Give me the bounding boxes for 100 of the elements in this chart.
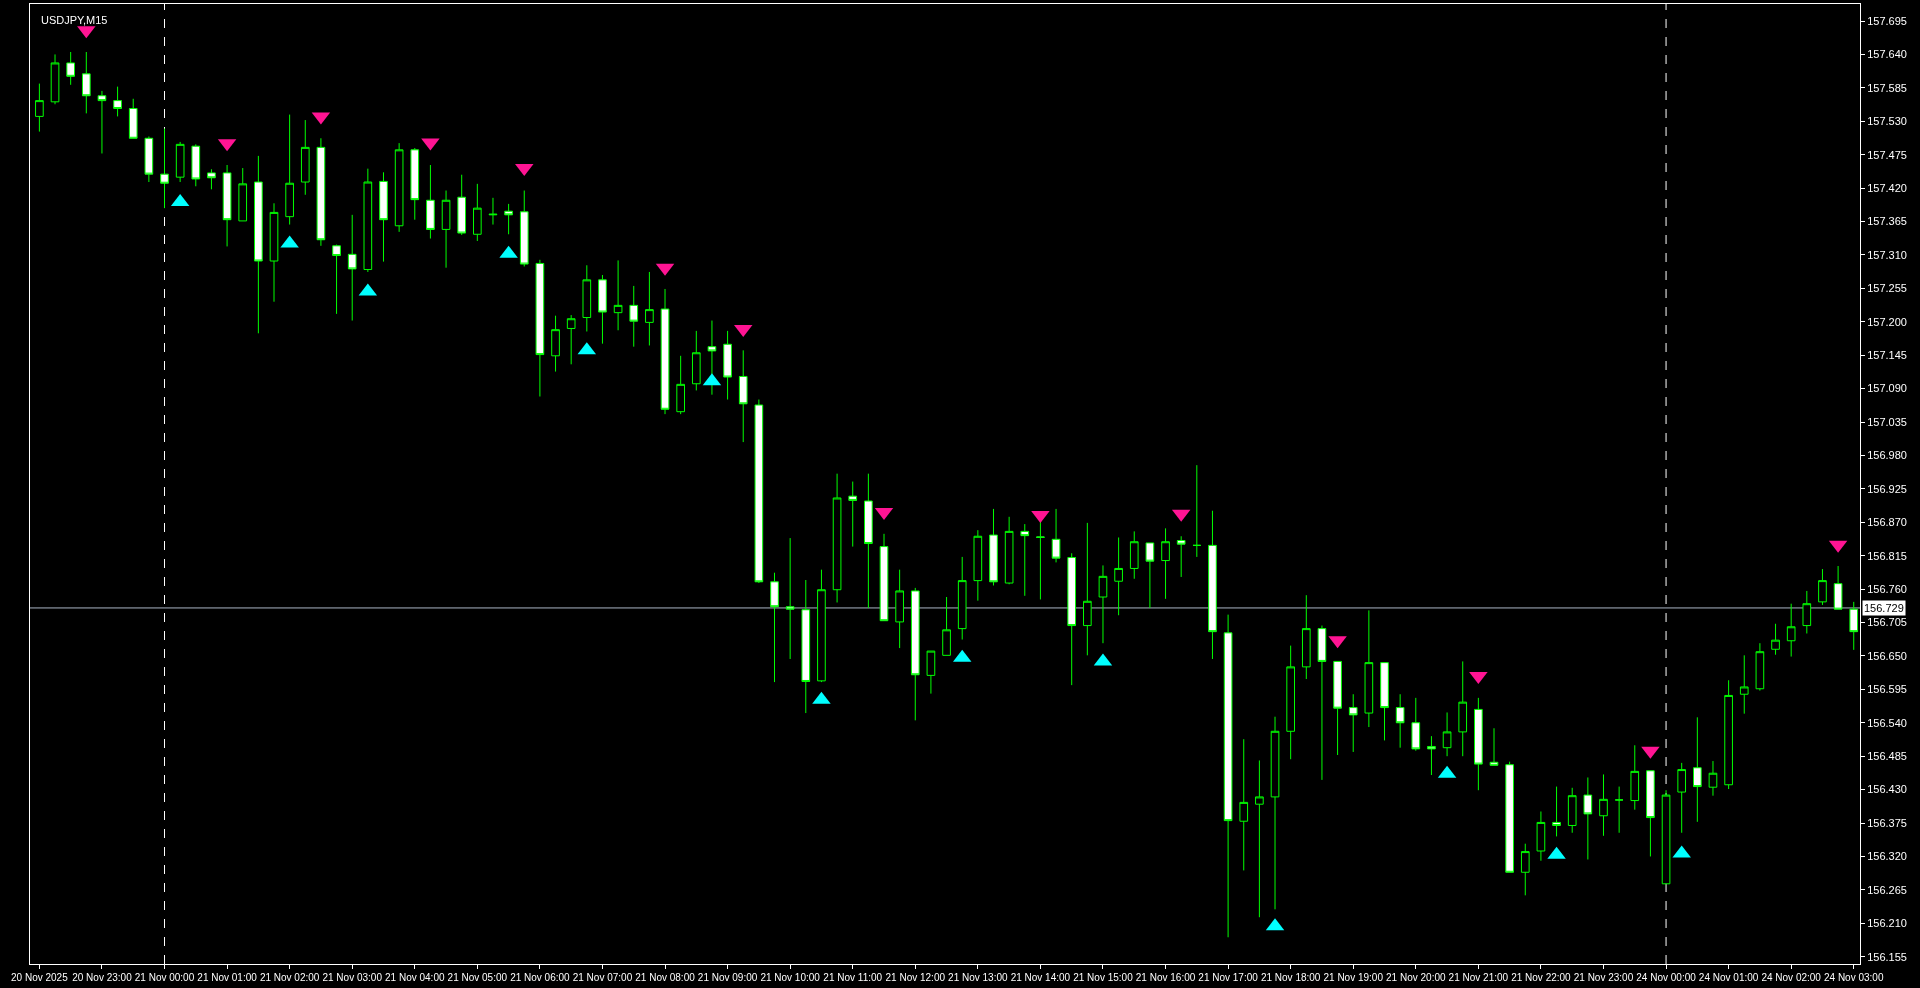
candlestick [519, 190, 529, 267]
y-tick-label: 156.320 [1867, 850, 1907, 863]
candlestick [1661, 789, 1671, 885]
candlestick [488, 197, 498, 226]
candlestick [300, 119, 310, 196]
candlestick [285, 114, 294, 226]
x-tick-label: 21 Nov 02:00 [259, 972, 320, 983]
y-tick-label: 157.145 [1867, 349, 1907, 362]
candlestick [598, 274, 607, 345]
candlestick [347, 214, 357, 322]
candlestick [144, 135, 154, 183]
candlestick [426, 164, 435, 240]
y-tick-label: 156.705 [1867, 616, 1907, 629]
y-tick-label: 157.695 [1867, 14, 1907, 27]
candlestick [989, 508, 998, 586]
candlestick [1442, 711, 1452, 757]
candlestick [1348, 693, 1358, 753]
candlestick [1255, 759, 1264, 918]
candlestick [660, 288, 670, 415]
candlestick [1317, 625, 1327, 781]
candlestick [254, 155, 263, 334]
x-tick-label: 21 Nov 04:00 [385, 972, 445, 983]
candlestick [770, 572, 779, 683]
candlestick [1161, 527, 1170, 600]
candlestick [1286, 645, 1295, 760]
x-tick-label: 21 Nov 11:00 [823, 972, 883, 983]
candlestick [864, 473, 873, 609]
y-tick-label: 156.925 [1867, 482, 1907, 495]
candlestick [1739, 654, 1749, 715]
candlestick [1818, 568, 1827, 606]
candlestick [394, 142, 404, 233]
y-tick-label: 156.210 [1867, 917, 1907, 930]
x-tick-label: 21 Nov 22:00 [1511, 972, 1572, 983]
candlestick [113, 86, 122, 117]
candlestick [1114, 536, 1123, 616]
candlestick [1301, 594, 1311, 680]
candlestick [316, 137, 326, 247]
x-tick-label: 21 Nov 06:00 [510, 972, 571, 983]
candlestick [566, 314, 576, 365]
candlestick [1458, 660, 1468, 757]
y-tick-label: 157.255 [1867, 282, 1907, 295]
ref-line-label: 156.729 [1864, 602, 1904, 614]
candlestick [973, 529, 983, 602]
candlestick [645, 271, 654, 346]
candlestick [473, 183, 482, 242]
candlestick [66, 51, 75, 86]
candlestick [1083, 522, 1092, 656]
candlestick [238, 167, 248, 222]
y-tick-label: 157.035 [1867, 415, 1907, 428]
y-tick-label: 156.375 [1867, 816, 1907, 829]
candlestick [738, 349, 748, 443]
candlestick [848, 481, 858, 548]
y-tick-label: 157.365 [1867, 215, 1907, 228]
candlestick [942, 596, 951, 656]
candlestick [1474, 697, 1483, 791]
candlestick [410, 147, 420, 221]
candlestick [1208, 510, 1217, 660]
candlestick [363, 168, 373, 273]
x-tick-label: 21 Nov 17:00 [1198, 972, 1259, 983]
candlestick [269, 202, 279, 303]
candlestick [1833, 565, 1843, 610]
candlestick [1067, 552, 1077, 686]
candlestick [1693, 716, 1702, 823]
candlestick [1786, 603, 1796, 658]
y-tick-label: 156.980 [1867, 449, 1907, 462]
y-tick-label: 156.815 [1867, 549, 1907, 562]
y-tick-label: 157.090 [1867, 382, 1907, 395]
x-tick-label: 24 Nov 02:00 [1761, 972, 1822, 983]
candlestick [191, 143, 201, 187]
candlestick [1176, 535, 1186, 578]
candlestick [35, 83, 44, 133]
candlestick [175, 141, 185, 183]
candlestick [1724, 679, 1733, 790]
candlestick [81, 51, 91, 114]
candlestick [1098, 564, 1108, 644]
candlestick [1505, 761, 1514, 873]
candlestick [1333, 660, 1342, 756]
candlestick [50, 53, 60, 105]
y-tick-label: 156.870 [1867, 516, 1907, 529]
candlestick [1411, 697, 1421, 752]
x-tick-label: 21 Nov 18:00 [1260, 972, 1321, 983]
y-tick-label: 157.475 [1867, 148, 1907, 161]
y-tick-label: 157.640 [1867, 48, 1907, 61]
x-tick-label: 21 Nov 12:00 [885, 972, 946, 983]
candlestick [1380, 662, 1389, 741]
candlestick [1145, 542, 1155, 609]
x-tick-label: 21 Nov 14:00 [1010, 972, 1071, 983]
candlestick [832, 473, 842, 603]
candlestick [1192, 464, 1202, 558]
x-tick-label: 21 Nov 19:00 [1323, 972, 1384, 983]
x-tick-label: 21 Nov 03:00 [322, 972, 383, 983]
x-tick-label: 21 Nov 07:00 [572, 972, 633, 983]
x-tick-label: 21 Nov 16:00 [1135, 972, 1196, 983]
candlestick [222, 164, 232, 247]
candlestick [879, 533, 889, 622]
candlestick [723, 330, 732, 401]
candlestick [1583, 776, 1593, 860]
x-tick-label: 21 Nov 15:00 [1073, 972, 1134, 983]
y-tick-label: 156.430 [1867, 783, 1907, 796]
candlestick [1395, 693, 1405, 749]
